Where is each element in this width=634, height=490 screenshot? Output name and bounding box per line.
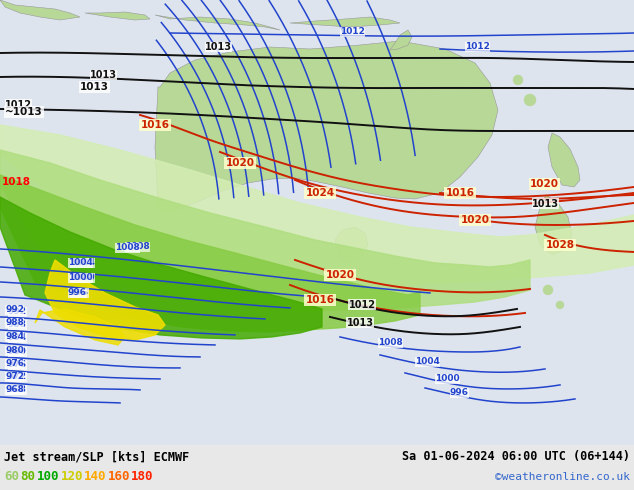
Polygon shape: [548, 133, 580, 187]
Text: 160: 160: [107, 470, 130, 484]
Text: 180: 180: [131, 470, 153, 484]
Polygon shape: [290, 17, 400, 27]
Text: 1008: 1008: [378, 339, 403, 347]
Text: 1004: 1004: [70, 258, 95, 268]
Polygon shape: [335, 227, 368, 263]
Text: Sa 01-06-2024 06:00 UTC (06+144): Sa 01-06-2024 06:00 UTC (06+144): [402, 450, 630, 464]
Text: 972: 972: [8, 372, 27, 381]
Polygon shape: [0, 150, 530, 311]
Text: 980: 980: [8, 347, 27, 356]
Text: ©weatheronline.co.uk: ©weatheronline.co.uk: [495, 472, 630, 482]
Text: 80: 80: [20, 470, 36, 484]
Text: 1000: 1000: [435, 374, 460, 384]
Text: 976: 976: [8, 361, 27, 369]
Text: 100: 100: [37, 470, 60, 484]
Text: 992: 992: [5, 305, 24, 315]
Text: ~1013: ~1013: [5, 107, 42, 117]
Text: 1018: 1018: [2, 177, 31, 187]
Text: 1016: 1016: [446, 188, 474, 198]
Text: 1008: 1008: [115, 244, 139, 252]
Circle shape: [513, 75, 523, 85]
Text: 1024: 1024: [306, 188, 335, 198]
Polygon shape: [535, 195, 572, 255]
Text: 1013: 1013: [532, 199, 559, 209]
Text: 1012: 1012: [465, 43, 490, 51]
Text: 1013: 1013: [205, 42, 232, 52]
Text: 1004: 1004: [415, 357, 440, 367]
Text: 1028: 1028: [545, 240, 574, 250]
Text: 980: 980: [5, 346, 23, 355]
Text: 968: 968: [5, 386, 24, 394]
Text: 1000: 1000: [70, 273, 94, 282]
Text: Jet stream/SLP [kts] ECMWF: Jet stream/SLP [kts] ECMWF: [4, 450, 190, 464]
Text: 1020: 1020: [460, 215, 489, 225]
Text: 984: 984: [8, 333, 27, 343]
Polygon shape: [0, 197, 322, 339]
Polygon shape: [0, 125, 634, 287]
Text: 1013: 1013: [347, 318, 373, 328]
Text: 1016: 1016: [306, 295, 335, 305]
Text: 60: 60: [4, 470, 19, 484]
Text: 1012: 1012: [349, 300, 375, 310]
Text: 996: 996: [70, 289, 89, 297]
Text: 1013: 1013: [80, 82, 109, 92]
Text: 1012: 1012: [5, 100, 32, 110]
Polygon shape: [45, 260, 165, 340]
Text: 992: 992: [8, 307, 27, 317]
Text: 1004: 1004: [68, 258, 93, 268]
Text: 996: 996: [450, 389, 469, 397]
Polygon shape: [155, 15, 280, 30]
Text: 996: 996: [68, 289, 87, 297]
Text: 976: 976: [5, 360, 24, 368]
Polygon shape: [155, 41, 498, 213]
Text: 1016: 1016: [141, 120, 169, 130]
Polygon shape: [35, 309, 125, 345]
Text: 1008: 1008: [125, 243, 150, 251]
Text: 120: 120: [61, 470, 83, 484]
Polygon shape: [0, 0, 80, 20]
Polygon shape: [390, 30, 412, 50]
Text: 988: 988: [8, 320, 27, 329]
Text: 988: 988: [5, 318, 24, 327]
Text: 140: 140: [84, 470, 107, 484]
Text: 1020: 1020: [325, 270, 354, 280]
Circle shape: [521, 263, 529, 271]
Text: 1013: 1013: [90, 70, 117, 80]
Text: 972: 972: [5, 372, 24, 381]
Text: 1000: 1000: [68, 273, 93, 282]
Text: 968: 968: [8, 386, 27, 394]
Text: 1020: 1020: [226, 158, 254, 168]
Polygon shape: [85, 12, 150, 20]
Polygon shape: [0, 175, 420, 332]
Circle shape: [543, 285, 553, 295]
Text: 1012: 1012: [340, 27, 365, 36]
Circle shape: [556, 301, 564, 309]
Text: 984: 984: [5, 332, 24, 342]
Circle shape: [524, 94, 536, 106]
Text: 1020: 1020: [530, 179, 559, 189]
